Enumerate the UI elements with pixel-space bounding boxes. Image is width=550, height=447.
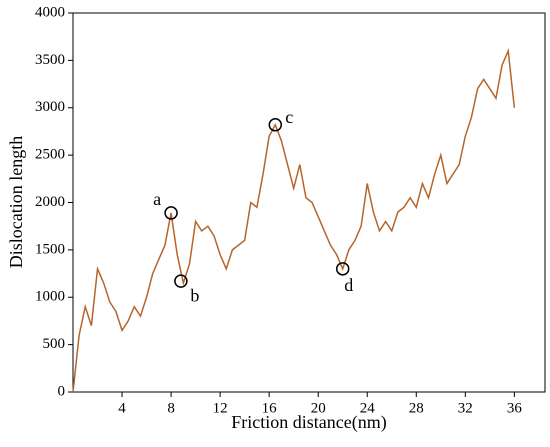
annotation-marker	[174, 274, 188, 288]
plot-frame	[72, 12, 546, 393]
annotation-label: b	[190, 285, 199, 305]
y-tick-label: 3500	[35, 52, 65, 68]
annotation-marker	[268, 118, 283, 132]
x-tick-label: 20	[311, 400, 326, 416]
annotation-label: a	[153, 189, 161, 209]
x-tick-label: 24	[360, 400, 376, 416]
y-tick-label: 2500	[35, 147, 65, 163]
x-tick-label: 8	[167, 400, 175, 416]
y-axis-label: Dislocation length	[6, 136, 26, 268]
x-tick-label: 4	[118, 400, 126, 416]
x-tick-label: 36	[507, 400, 523, 416]
y-tick-label: 3000	[35, 99, 65, 115]
x-tick-label: 32	[458, 400, 473, 416]
annotation-label: c	[285, 107, 293, 127]
y-tick-label: 4000	[35, 4, 65, 20]
data-line	[72, 47, 516, 393]
annotation-marker	[335, 262, 350, 276]
annotation-label: d	[344, 275, 353, 295]
y-tick-label: 500	[43, 336, 66, 352]
y-tick-label: 2000	[35, 194, 65, 210]
x-tick-label: 28	[409, 400, 424, 416]
x-tick-label: 12	[213, 400, 228, 416]
annotation-marker	[164, 206, 178, 220]
x-tick-label: 16	[262, 400, 278, 416]
y-tick-label: 1000	[35, 289, 65, 305]
x-axis-label: Friction distance(nm)	[231, 412, 386, 433]
y-tick-label: 1500	[35, 241, 65, 257]
y-tick-label: 0	[58, 383, 66, 399]
